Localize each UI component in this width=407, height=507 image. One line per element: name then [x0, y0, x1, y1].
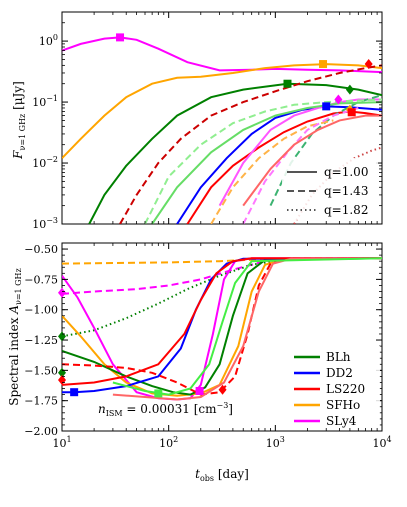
flux-marker-square-ls220 [347, 108, 356, 117]
flux-legend-label: q=1.82 [324, 203, 368, 217]
spectral-x-tick-label: 101 [52, 435, 71, 450]
spectral-marker-square-dd2 [70, 388, 79, 397]
spectral-marker-diamond-sly4 [58, 287, 66, 298]
flux-series-blh-2 [88, 82, 382, 224]
eos-legend-label-sly4: SLy4 [326, 414, 357, 428]
eos-legend-box [290, 346, 380, 428]
flux-y-tick-label: 100 [39, 33, 58, 48]
flux-series-sly4-0 [62, 36, 382, 74]
flux-series-ls220-13 [242, 114, 382, 207]
ism-density-annotation: nISM = 0.00031 [cm−3] [98, 401, 233, 418]
flux-series-sly4-5 [218, 98, 382, 207]
flux-marker-diamond-ls220 [364, 59, 373, 70]
flux-ticks-group: 10−3 10−2 10−1 100 [32, 11, 383, 231]
spectral-series-group [62, 257, 382, 401]
flux-series-blh-12 [151, 101, 382, 224]
flux-plot-frame [61, 11, 383, 225]
spectral-marker-square-sly4 [195, 386, 204, 395]
flux-legend-label: q=1.43 [324, 184, 368, 198]
spectral-series-blh-10 [112, 257, 382, 396]
spectral-x-tick-label: 102 [159, 435, 178, 450]
spectral-y-tick-label: −0.75 [24, 273, 58, 286]
spectral-marker-square-blh [154, 389, 163, 398]
flux-y-tick-label: 10−1 [32, 94, 58, 109]
eos-legend-label-sfho: SFHo [326, 398, 360, 412]
spectral-x-tick-label: 103 [266, 435, 285, 450]
spectral-series-ls220-7 [62, 257, 382, 386]
spectral-index-panel: 101 102 103 104 −2.00 −1.75 −1.50 −1.25 −1.00 −0.… [7, 242, 392, 483]
flux-series-ls220-3 [186, 110, 382, 224]
eos-legend-label-blh: BLh [326, 350, 351, 364]
spectral-y-tick-label: −1.75 [24, 395, 58, 408]
flux-marker-square-sly4 [116, 33, 125, 42]
x-axis-title: tobs [day] [195, 467, 249, 483]
eos-legend-label-dd2: DD2 [326, 366, 353, 380]
eos-legend: BLh DD2 LS220 SFHo SLy4 [290, 346, 380, 428]
flux-marker-square-sfho [319, 60, 328, 69]
flux-marker-square-blh [283, 79, 292, 88]
spectral-y-tick-label: −1.50 [24, 364, 58, 377]
flux-y-axis-title: Fν=1 GHz [μJy] [11, 81, 27, 160]
flux-legend: q=1.00 q=1.43 q=1.82 [282, 158, 378, 220]
flux-legend-label: q=1.00 [324, 165, 368, 179]
flux-markers-group [116, 33, 373, 117]
flux-marker-square-dd2 [322, 102, 331, 111]
spectral-series-ls220-8 [62, 257, 382, 396]
spectral-y-tick-label: −1.25 [24, 334, 58, 347]
spectral-marker-diamond-ls220 [218, 384, 227, 395]
flux-marker-diamond-sly4 [334, 94, 343, 105]
spectral-y-tick-label: −2.00 [24, 425, 58, 438]
flux-series-dd2-4 [176, 105, 382, 224]
flux-series-sly4-10 [242, 107, 359, 224]
flux-series-ls220-7 [119, 64, 382, 224]
spectral-ticks-group: 101 102 103 104 −2.00 −1.75 −1.50 −1.25 −1.00 −0.… [24, 243, 392, 450]
flux-marker-diamond-blh [345, 84, 354, 95]
flux-series-sfho-9 [210, 119, 334, 224]
flux-series-blh-8 [144, 98, 382, 224]
flux-legend-box [282, 158, 378, 220]
eos-legend-label-ls220: LS220 [326, 382, 365, 396]
spectral-y-tick-label: −0.50 [24, 243, 58, 256]
spectral-y-tick-label: −1.00 [24, 304, 58, 317]
spectral-x-tick-label: 104 [372, 435, 391, 450]
flux-y-tick-label: 10−2 [32, 155, 58, 170]
flux-y-tick-label: 10−3 [32, 216, 58, 231]
spectral-y-axis-title: Spectral index Aν=1 GHz [7, 268, 23, 405]
